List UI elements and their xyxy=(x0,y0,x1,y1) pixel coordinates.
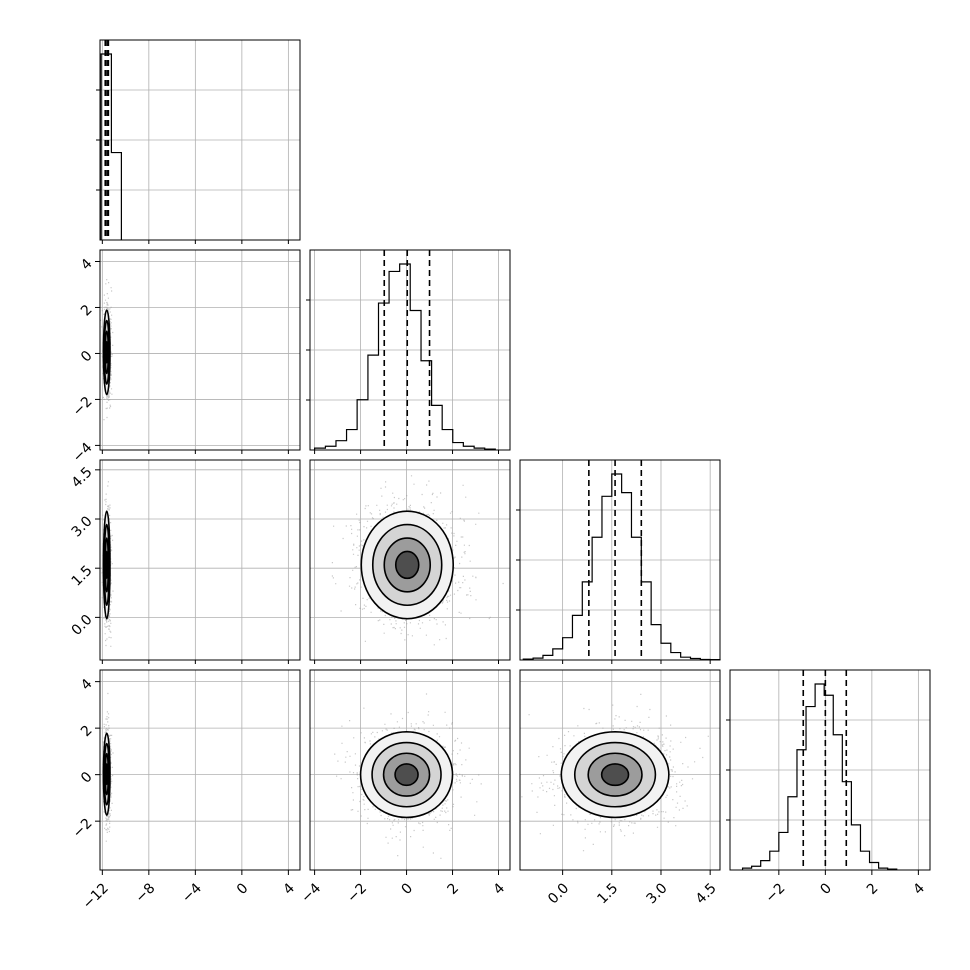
panel-frame xyxy=(519,459,721,661)
contour-line xyxy=(103,319,110,385)
panel-frame xyxy=(99,249,301,451)
contour-line xyxy=(600,763,630,787)
joint-panel-1-2 xyxy=(309,459,511,661)
x-tick-label: −4 xyxy=(298,880,324,906)
marginal-panel-3 xyxy=(726,669,931,871)
joint-panel-2-3 xyxy=(519,669,721,871)
y-tick-label: −4 xyxy=(70,440,96,466)
contour-line xyxy=(102,732,111,816)
contour-line xyxy=(394,550,420,580)
joint-content xyxy=(101,481,114,647)
marginal-panel-2 xyxy=(516,459,721,661)
scatter-points xyxy=(331,475,504,646)
joint-content xyxy=(521,693,709,852)
contour-line xyxy=(360,510,455,620)
density-level xyxy=(395,551,419,579)
x-tick-label: 2 xyxy=(864,880,882,898)
joint-panel-0-3 xyxy=(99,669,301,871)
histogram-step xyxy=(522,473,721,661)
contour-line xyxy=(560,731,670,819)
y-tick-label: 2 xyxy=(78,722,96,740)
y-tick-label: 0.0 xyxy=(69,612,96,639)
x-tick-label: 3.0 xyxy=(644,880,671,907)
y-tick-label: −2 xyxy=(70,394,96,420)
contour-line xyxy=(104,330,110,375)
y-tick-label: 4 xyxy=(78,256,96,274)
joint-content xyxy=(334,693,482,859)
x-tick-label: 4.5 xyxy=(693,880,720,907)
contour-line xyxy=(382,752,431,797)
contour-line xyxy=(383,537,432,593)
x-tick-label: 1.5 xyxy=(594,880,621,907)
y-tick-label: 3.0 xyxy=(69,513,96,540)
contour-line xyxy=(371,741,442,808)
contour-line xyxy=(104,752,110,796)
joint-panel-0-2 xyxy=(99,459,301,661)
contour-line xyxy=(371,523,443,607)
contour-line xyxy=(587,752,643,797)
contour-line xyxy=(105,550,109,580)
panel-frame xyxy=(519,669,721,871)
density-level xyxy=(601,763,629,786)
x-tick-label: −12 xyxy=(80,880,112,912)
x-tick-label: −8 xyxy=(133,880,159,906)
y-tick-label: 4.5 xyxy=(69,464,96,491)
contour-line xyxy=(573,741,657,808)
contour-line xyxy=(103,742,110,806)
panel-frame xyxy=(99,669,301,871)
x-tick-label: 0 xyxy=(399,880,417,898)
panel-frame xyxy=(309,459,511,661)
contour-line xyxy=(359,731,454,819)
density-level xyxy=(395,763,419,786)
joint-content xyxy=(100,279,114,421)
x-tick-label: 2 xyxy=(445,880,463,898)
panel-frame xyxy=(309,669,511,871)
y-tick-label: 4 xyxy=(78,676,96,694)
marginal-panel-1 xyxy=(306,249,511,451)
y-tick-label: −2 xyxy=(70,816,96,842)
x-tick-label: 4 xyxy=(280,880,298,898)
x-tick-label: 4 xyxy=(490,880,508,898)
contour-line xyxy=(102,510,111,620)
contour-line xyxy=(102,309,111,396)
x-tick-label: 0 xyxy=(817,880,835,898)
joint-content xyxy=(331,475,504,646)
contour-line xyxy=(104,537,110,593)
x-tick-label: −4 xyxy=(179,880,205,906)
y-tick-label: 1.5 xyxy=(69,563,96,590)
y-tick-label: 0 xyxy=(78,769,96,787)
x-tick-label: 0 xyxy=(234,880,252,898)
x-tick-label: 4 xyxy=(910,880,928,898)
joint-panel-0-1 xyxy=(99,249,301,451)
joint-content xyxy=(102,692,114,842)
contour-line xyxy=(105,340,109,364)
y-tick-label: 0 xyxy=(78,348,96,366)
histogram-step xyxy=(313,263,496,450)
x-tick-label: −2 xyxy=(763,880,789,906)
x-tick-label: −2 xyxy=(344,880,370,906)
contour-line xyxy=(103,523,110,607)
panel-frame xyxy=(99,39,301,241)
y-tick-label: 2 xyxy=(78,302,96,320)
panel-frame xyxy=(309,249,511,451)
panel-frame xyxy=(729,669,931,871)
marginal-panel-0 xyxy=(96,39,301,241)
joint-panel-1-3 xyxy=(309,669,511,871)
histogram-step xyxy=(741,683,898,870)
histogram-step xyxy=(100,53,122,240)
contour-line xyxy=(394,763,419,787)
contour-line xyxy=(105,763,109,786)
panel-frame xyxy=(99,459,301,661)
x-tick-label: 0.0 xyxy=(545,880,572,907)
